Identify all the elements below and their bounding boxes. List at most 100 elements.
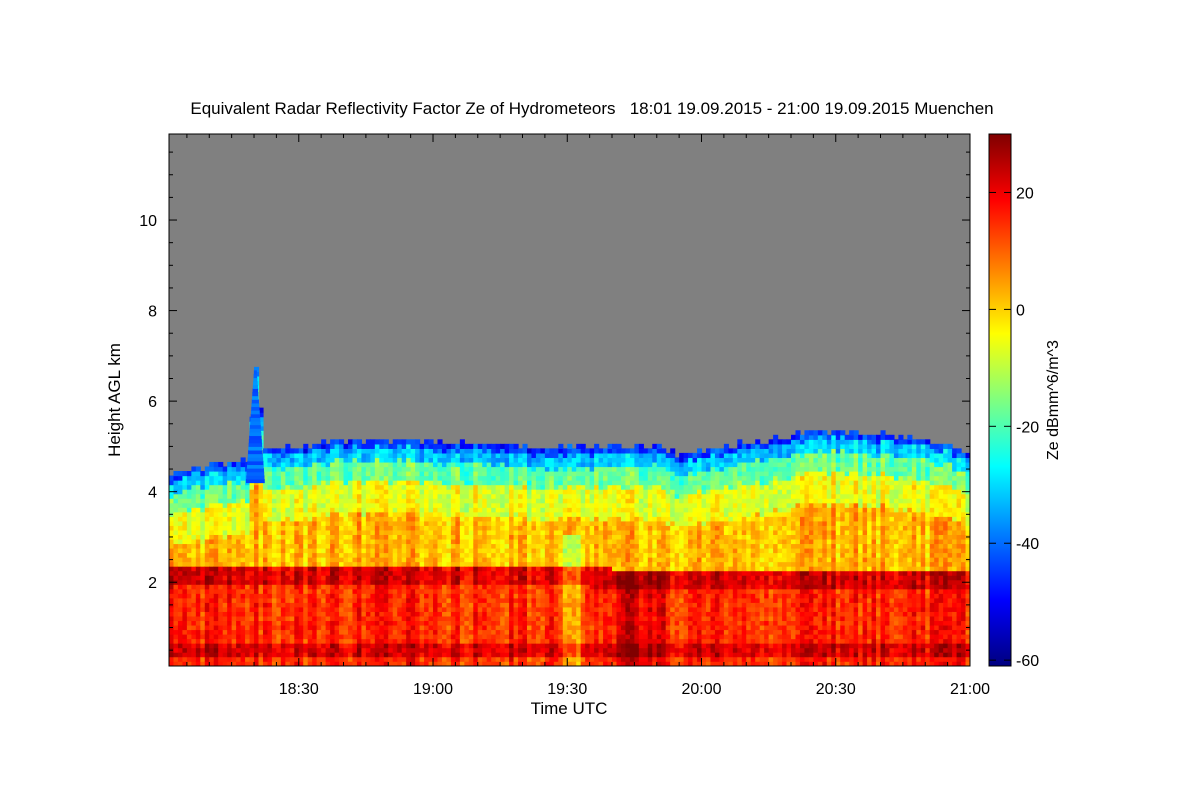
echo-cell (589, 511, 595, 517)
echo-cell (271, 457, 277, 463)
echo-cell (504, 525, 510, 531)
echo-cell (285, 552, 291, 558)
echo-cell (330, 661, 336, 666)
echo-cell (549, 484, 555, 490)
echo-cell (294, 575, 300, 581)
echo-cell (267, 579, 273, 585)
echo-cell (195, 602, 201, 608)
echo-cell (280, 493, 286, 499)
echo-cell (347, 584, 354, 590)
echo-cell (365, 538, 371, 545)
echo-cell (356, 516, 363, 522)
echo-cell (222, 561, 228, 567)
echo-cell (459, 543, 465, 549)
echo-cell (204, 624, 210, 631)
echo-cell (522, 566, 528, 572)
echo-cell (468, 511, 474, 517)
echo-cell (213, 579, 219, 585)
echo-cell (285, 588, 291, 594)
echo-cell (343, 543, 349, 549)
echo-cell (535, 575, 542, 581)
echo-cell (316, 443, 322, 449)
echo-cell (388, 579, 394, 585)
echo-cell (245, 552, 251, 558)
echo-cell (383, 624, 389, 631)
echo-cell (468, 643, 474, 649)
echo-cell (298, 520, 304, 526)
echo-cell (289, 584, 295, 590)
echo-cell (343, 502, 349, 508)
echo-cell (437, 507, 443, 513)
echo-cell (249, 606, 255, 612)
echo-cell (388, 466, 394, 472)
echo-cell (276, 475, 282, 481)
echo-cell (562, 520, 568, 526)
echo-cell (227, 588, 233, 594)
echo-cell (486, 502, 492, 508)
echo-cell (441, 547, 448, 554)
echo-cell (428, 516, 434, 522)
echo-cell (182, 615, 188, 622)
echo-cell (218, 638, 224, 644)
echo-cell (410, 652, 416, 658)
echo-cell (213, 529, 219, 535)
echo-cell (446, 561, 452, 567)
echo-cell (406, 638, 412, 644)
echo-cell (379, 615, 385, 622)
echo-cell (289, 624, 295, 631)
echo-cell (379, 484, 385, 490)
echo-cell (204, 570, 210, 576)
echo-cell (254, 593, 260, 599)
echo-cell (424, 661, 430, 666)
echo-cell (379, 480, 385, 486)
echo-cell (567, 538, 573, 545)
echo-cell (177, 498, 184, 504)
echo-cell (540, 593, 546, 599)
echo-cell (468, 566, 474, 572)
echo-cell (491, 575, 497, 581)
echo-cell (191, 511, 197, 517)
echo-cell (437, 597, 443, 603)
echo-cell (218, 611, 224, 617)
echo-cell (603, 593, 609, 599)
echo-cell (598, 611, 604, 617)
echo-cell (482, 452, 488, 459)
echo-cell (397, 661, 403, 666)
echo-cell (535, 529, 542, 535)
echo-cell (249, 543, 255, 549)
echo-cell (186, 624, 192, 631)
echo-cell (245, 525, 251, 531)
echo-cell (245, 498, 251, 504)
echo-cell (271, 543, 277, 549)
echo-cell (585, 634, 591, 640)
echo-cell (392, 570, 398, 576)
echo-cell (379, 629, 385, 635)
echo-cell (307, 579, 313, 585)
echo-cell (567, 466, 573, 472)
echo-cell (620, 543, 627, 549)
echo-cell (437, 575, 443, 581)
echo-cell (347, 566, 354, 572)
echo-cell (388, 480, 394, 486)
echo-cell (195, 652, 201, 658)
echo-cell (218, 493, 224, 499)
echo-cell (513, 534, 519, 540)
echo-cell (321, 634, 327, 640)
echo-cell (500, 643, 506, 649)
echo-cell (522, 552, 528, 558)
echo-cell (410, 588, 416, 594)
echo-cell (526, 561, 533, 567)
echo-cell (191, 620, 197, 626)
echo-cell (361, 475, 367, 481)
echo-cell (428, 584, 434, 590)
echo-cell (598, 606, 604, 612)
echo-cell (459, 552, 465, 558)
echo-cell (383, 534, 389, 540)
echo-cell (276, 516, 282, 522)
echo-cell (316, 480, 322, 486)
echo-cell (222, 475, 228, 481)
echo-cell (549, 557, 555, 563)
echo-cell (544, 525, 550, 531)
echo-cell (240, 489, 246, 495)
